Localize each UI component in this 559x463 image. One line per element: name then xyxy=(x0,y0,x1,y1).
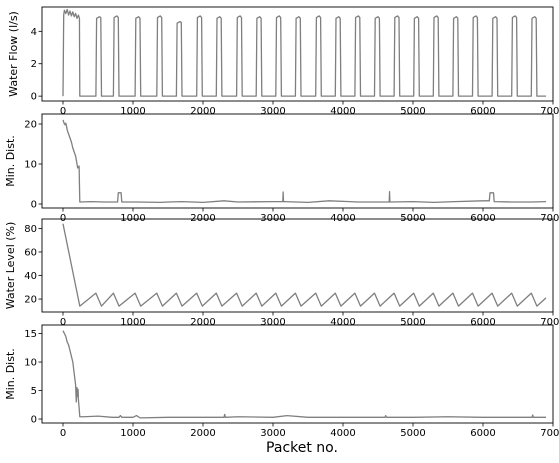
x-tick-label: 3000 xyxy=(260,106,285,117)
x-tick-label: 5000 xyxy=(400,213,425,224)
y-tick-label: 0 xyxy=(31,415,37,426)
y-tick-label: 2 xyxy=(31,59,37,70)
y-tick-label: 40 xyxy=(24,271,37,282)
x-tick-label: 6000 xyxy=(470,106,495,117)
x-tick-label: 1000 xyxy=(120,317,145,328)
axes-frame xyxy=(41,324,554,424)
x-tick-label: 6000 xyxy=(470,428,495,439)
x-tick-label: 1000 xyxy=(120,213,145,224)
y-axis-label: Min. Dist. xyxy=(4,348,17,400)
y-tick-label: 15 xyxy=(24,329,37,340)
series-line-min-dist-2 xyxy=(62,330,546,419)
x-tick-label: 0 xyxy=(60,428,66,439)
x-tick-label: 4000 xyxy=(330,317,355,328)
axes-frame xyxy=(41,113,554,209)
y-tick-label: 20 xyxy=(24,120,37,131)
axes-frame xyxy=(41,218,554,313)
x-tick-label: 2000 xyxy=(190,213,215,224)
x-tick-label: 0 xyxy=(60,317,66,328)
y-tick-label: 60 xyxy=(24,247,37,258)
x-tick-label: 6000 xyxy=(470,213,495,224)
series-line-water-level xyxy=(62,223,547,307)
y-tick-label: 5 xyxy=(31,386,37,397)
x-tick-label: 6000 xyxy=(470,317,495,328)
y-tick-label: 10 xyxy=(24,160,37,171)
series-line-min-dist-1 xyxy=(62,119,547,204)
x-tick-label: 5000 xyxy=(400,317,425,328)
axes-frame xyxy=(41,6,554,102)
y-tick-label: 20 xyxy=(24,295,37,306)
x-tick-label: 0 xyxy=(60,213,66,224)
x-axis-label: Packet no. xyxy=(266,440,338,456)
x-tick-label: 4000 xyxy=(330,428,355,439)
x-tick-label: 5000 xyxy=(400,106,425,117)
x-tick-label: 1000 xyxy=(120,428,145,439)
y-tick-label: 10 xyxy=(24,358,37,369)
y-axis-label: Water Level (%) xyxy=(4,222,17,310)
x-tick-label: 4000 xyxy=(330,106,355,117)
x-tick-label: 2000 xyxy=(190,317,215,328)
x-tick-label: 4000 xyxy=(330,213,355,224)
y-tick-label: 4 xyxy=(31,27,37,38)
x-tick-label: 2000 xyxy=(190,428,215,439)
x-tick-label: 3000 xyxy=(260,213,285,224)
series-line-water-flow xyxy=(62,8,546,97)
y-tick-label: 80 xyxy=(24,224,37,235)
x-tick-label: 5000 xyxy=(400,428,425,439)
x-tick-label: 0 xyxy=(60,106,66,117)
y-axis-label: Min. Dist. xyxy=(4,135,17,187)
x-tick-label: 2000 xyxy=(190,106,215,117)
x-tick-label: 1000 xyxy=(120,106,145,117)
x-tick-label: 3000 xyxy=(260,428,285,439)
y-axis-label: Water Flow (l/s) xyxy=(7,11,20,97)
y-tick-label: 0 xyxy=(31,92,37,103)
y-tick-label: 0 xyxy=(31,200,37,211)
x-tick-label: 3000 xyxy=(260,317,285,328)
